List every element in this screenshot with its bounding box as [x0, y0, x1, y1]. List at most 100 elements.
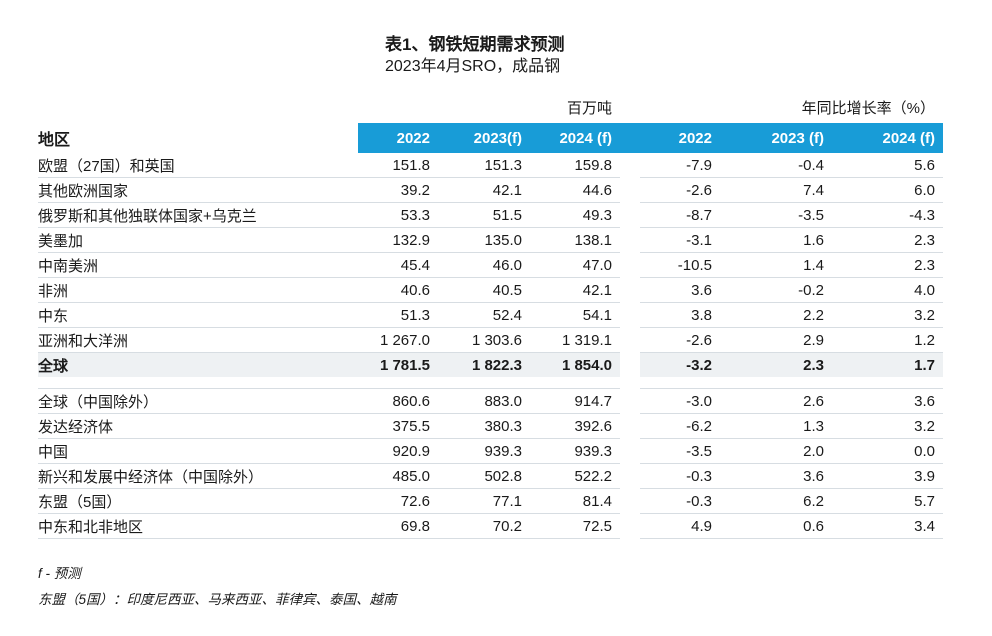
value-cell-yoy-growth: 2.2 [720, 302, 832, 328]
region-cell: 亚洲和大洋洲 [38, 327, 358, 353]
value-cell-million-tonnes: 51.3 [358, 302, 438, 328]
value-cell-million-tonnes: 860.6 [358, 388, 438, 414]
value-cell-yoy-growth: 3.4 [832, 513, 944, 539]
column-header-mt-2023f: 2023(f) [438, 123, 530, 153]
value-cell-million-tonnes: 72.6 [358, 488, 438, 514]
value-cell-yoy-growth: 4.0 [832, 277, 944, 303]
value-cell-yoy-growth: 1.2 [832, 327, 944, 353]
value-cell-yoy-growth: -4.3 [832, 202, 944, 228]
value-cell-yoy-growth: 2.3 [832, 227, 944, 253]
value-cell-million-tonnes: 939.3 [530, 438, 620, 464]
region-cell: 中国 [38, 438, 358, 464]
table-row: 美墨加 132.9 135.0 138.1 -3.1 1.6 2.3 [38, 227, 944, 253]
value-cell-million-tonnes: 44.6 [530, 177, 620, 203]
value-cell-yoy-growth: 1.6 [720, 227, 832, 253]
table-row: 新兴和发展中经济体（中国除外） 485.0 502.8 522.2 -0.3 3.6 3.9 [38, 463, 944, 489]
region-cell: 中南美洲 [38, 252, 358, 278]
region-cell: 非洲 [38, 277, 358, 303]
column-group-spacer [620, 278, 640, 303]
value-cell-yoy-growth: 2.9 [720, 327, 832, 353]
value-cell-yoy-growth: -0.3 [640, 488, 720, 514]
value-cell-million-tonnes: 1 319.1 [530, 327, 620, 353]
value-cell-million-tonnes: 135.0 [438, 227, 530, 253]
region-column-header: 地区 [38, 123, 358, 153]
value-cell-million-tonnes: 883.0 [438, 388, 530, 414]
value-cell-yoy-growth: -0.3 [640, 463, 720, 489]
value-cell-yoy-growth: 2.3 [832, 252, 944, 278]
value-cell-million-tonnes: 138.1 [530, 227, 620, 253]
value-cell-million-tonnes: 151.3 [484, 156, 522, 174]
value-cell-yoy-growth: 3.6 [832, 388, 944, 414]
footnote-asean: 东盟（5国）：印度尼西亚、马来西亚、菲律宾、泰国、越南 [38, 592, 397, 607]
table-row: 俄罗斯和其他独联体国家+乌克兰 53.3 51.5 49.3 -8.7 -3.5 -4.3 [38, 202, 944, 228]
table-row: 发达经济体 375.5 380.3 392.6 -6.2 1.3 3.2 [38, 413, 944, 439]
value-cell-yoy-growth: -2.6 [640, 327, 720, 353]
value-cell-yoy-growth: 1.4 [720, 252, 832, 278]
value-cell-yoy-growth: 3.6 [640, 277, 720, 303]
value-cell-million-tonnes: 51.5 [438, 202, 530, 228]
region-cell: 俄罗斯和其他独联体国家+乌克兰 [38, 202, 358, 228]
table-row: 亚洲和大洋洲 1 267.0 1 303.6 1 319.1 -2.6 2.9 1.2 [38, 327, 944, 353]
value-cell-yoy-growth: 3.8 [640, 302, 720, 328]
column-group-spacer [620, 514, 640, 539]
column-group-spacer [620, 489, 640, 514]
value-cell-yoy-growth: -3.2 [640, 352, 720, 377]
value-cell-yoy-growth: 3.2 [832, 302, 944, 328]
region-cell: 全球 [38, 352, 358, 377]
column-group-spacer [620, 328, 640, 353]
column-header-yoy-2024f: 2024 (f) [832, 123, 944, 153]
region-cell: 新兴和发展中经济体（中国除外） [38, 463, 358, 489]
table-row: 东盟（5国） 72.6 77.1 81.4 -0.3 6.2 5.7 [38, 488, 944, 514]
value-cell-million-tonnes: 52.4 [438, 302, 530, 328]
table-title: 表1、钢铁短期需求预测 [385, 35, 565, 54]
value-cell-yoy-growth: -0.4 [798, 156, 824, 174]
table-row: 中东和北非地区 69.8 70.2 72.5 4.9 0.6 3.4 [38, 513, 944, 539]
value-cell-yoy-growth: 3.2 [832, 413, 944, 439]
table-header-row: 地区 2022 2023(f) 2024 (f) 2022 2023 (f) 2… [38, 123, 944, 153]
value-cell-million-tonnes: 914.7 [530, 388, 620, 414]
table-body: 欧盟（27国）和英国 151.8 151.3 159.8 -7.9 -0.4 5.6 其他欧洲… [38, 153, 944, 539]
column-group-spacer [620, 303, 640, 328]
column-header-yoy-2023f: 2023 (f) [720, 123, 832, 153]
value-cell-million-tonnes: 40.5 [438, 277, 530, 303]
value-cell-yoy-growth: 5.6 [914, 156, 936, 174]
value-cell-million-tonnes: 502.8 [438, 463, 530, 489]
region-cell: 欧盟（27国）和英国 [38, 157, 175, 175]
table-row: 全球 1 781.5 1 822.3 1 854.0 -3.2 2.3 1.7 [38, 352, 944, 378]
value-cell-yoy-growth: 1.3 [720, 413, 832, 439]
value-cell-million-tonnes: 47.0 [530, 252, 620, 278]
column-group-spacer [620, 353, 640, 378]
value-cell-million-tonnes: 392.6 [530, 413, 620, 439]
value-cell-million-tonnes: 72.5 [530, 513, 620, 539]
column-group-spacer [620, 253, 640, 278]
section-gap [38, 377, 944, 389]
region-cell: 其他欧洲国家 [38, 177, 358, 203]
column-header-mt-2022: 2022 [358, 123, 438, 153]
value-cell-yoy-growth: 4.9 [640, 513, 720, 539]
value-cell-million-tonnes: 42.1 [530, 277, 620, 303]
value-cell-yoy-growth: -2.6 [640, 177, 720, 203]
value-cell-million-tonnes: 81.4 [530, 488, 620, 514]
value-cell-million-tonnes: 522.2 [530, 463, 620, 489]
value-cell-million-tonnes: 1 303.6 [438, 327, 530, 353]
value-cell-yoy-growth: 6.0 [832, 177, 944, 203]
value-cell-million-tonnes: 1 822.3 [438, 352, 530, 377]
value-cell-million-tonnes: 1 781.5 [358, 352, 438, 377]
value-cell-yoy-growth: -3.5 [720, 202, 832, 228]
column-header-yoy-2022: 2022 [640, 123, 720, 153]
region-cell: 全球（中国除外） [38, 388, 358, 414]
value-cell-yoy-growth: -3.5 [640, 438, 720, 464]
value-cell-million-tonnes: 939.3 [438, 438, 530, 464]
value-cell-million-tonnes: 49.3 [530, 202, 620, 228]
value-cell-yoy-growth: 6.2 [720, 488, 832, 514]
region-cell: 发达经济体 [38, 413, 358, 439]
table-subtitle: 2023年4月SRO，成品钢 [385, 58, 561, 75]
table-row: 欧盟（27国）和英国 151.8 151.3 159.8 -7.9 -0.4 5.6 [38, 153, 943, 178]
empty-cell [38, 92, 358, 123]
value-cell-yoy-growth: 7.4 [720, 177, 832, 203]
column-group-spacer [620, 464, 640, 489]
value-cell-million-tonnes: 77.1 [438, 488, 530, 514]
value-cell-million-tonnes: 1 267.0 [358, 327, 438, 353]
value-cell-million-tonnes: 159.8 [574, 156, 612, 174]
group-label-yoy-growth: 年同比增长率（%） [801, 100, 936, 117]
